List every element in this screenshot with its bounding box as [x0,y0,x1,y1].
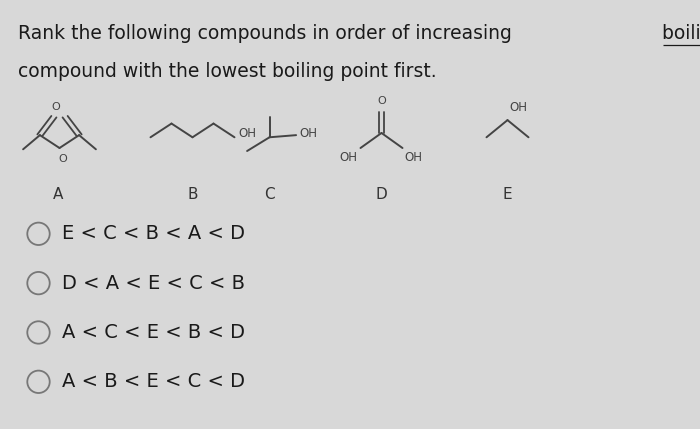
Text: A: A [53,187,63,202]
Text: C: C [264,187,275,202]
Text: D: D [376,187,387,202]
Text: O: O [58,154,66,163]
Text: Rank the following compounds in order of increasing: Rank the following compounds in order of… [18,24,517,42]
Text: OH: OH [509,101,527,114]
Text: OH: OH [238,127,256,140]
Text: boiling point: boiling point [662,24,700,42]
Text: B: B [188,187,198,202]
Text: A < B < E < C < D: A < B < E < C < D [62,372,245,391]
Text: O: O [377,97,386,106]
Text: E < C < B < A < D: E < C < B < A < D [62,224,245,243]
Text: OH: OH [339,151,357,164]
Text: A < C < E < B < D: A < C < E < B < D [62,323,245,342]
Text: compound with the lowest boiling point first.: compound with the lowest boiling point f… [18,62,436,81]
Text: D < A < E < C < B: D < A < E < C < B [62,274,245,293]
Text: OH: OH [299,127,317,140]
Text: OH: OH [404,151,422,164]
Text: E: E [503,187,512,202]
Text: O: O [51,102,60,112]
